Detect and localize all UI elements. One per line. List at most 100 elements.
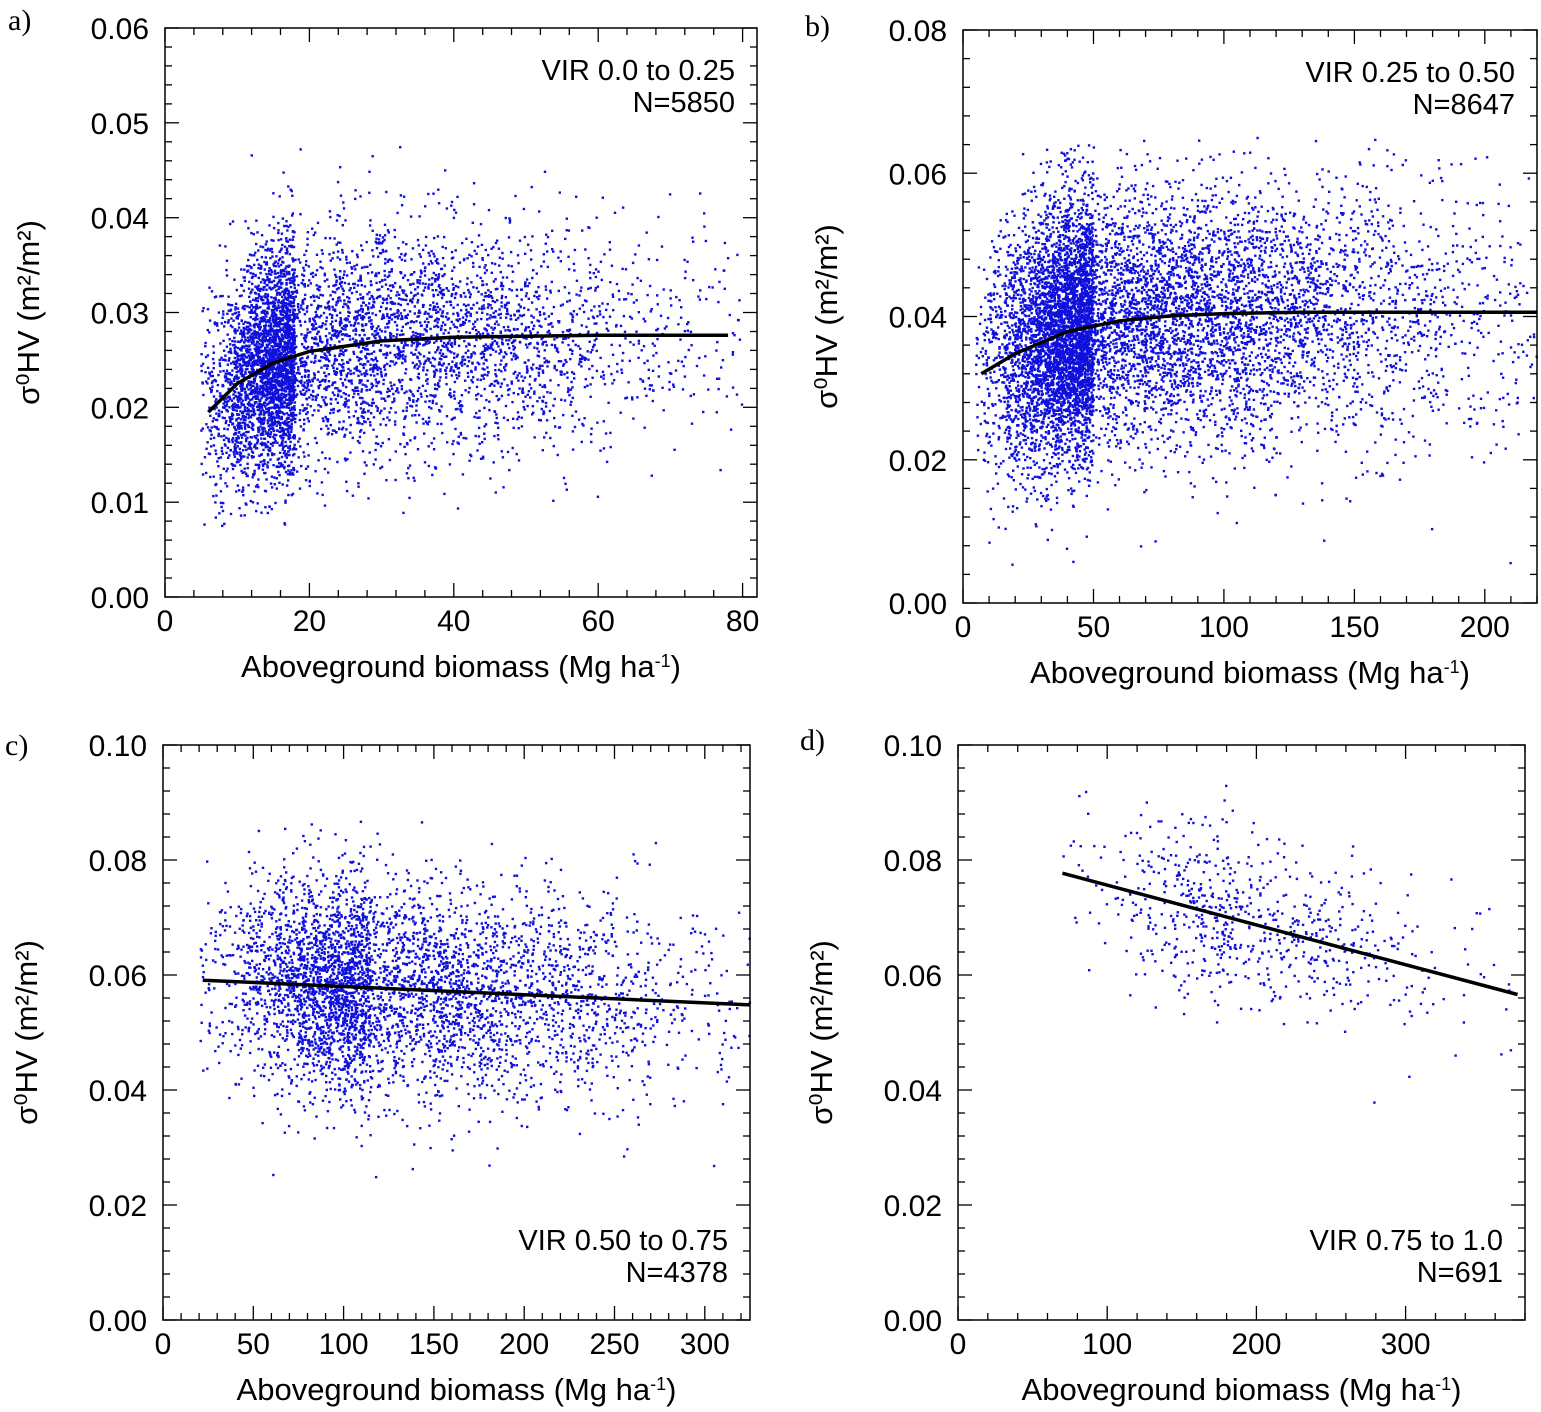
- scatter-point: [449, 392, 452, 395]
- scatter-point: [200, 429, 203, 432]
- scatter-point: [347, 394, 350, 397]
- scatter-point: [453, 296, 457, 300]
- scatter-point: [243, 268, 246, 271]
- scatter-point: [225, 378, 228, 382]
- scatter-point: [292, 371, 295, 374]
- scatter-point: [221, 524, 224, 528]
- scatter-point: [378, 280, 382, 284]
- scatter-point: [243, 276, 246, 279]
- scatter-point: [292, 347, 295, 350]
- scatter-point: [221, 406, 225, 409]
- scatter-point: [363, 265, 366, 269]
- scatter-point: [321, 493, 324, 497]
- scatter-point: [288, 424, 291, 427]
- scatter-point: [556, 350, 560, 354]
- scatter-point: [347, 300, 350, 303]
- scatter-point: [275, 293, 279, 296]
- scatter-point: [569, 403, 572, 406]
- scatter-point: [265, 240, 268, 243]
- scatter-point: [268, 338, 271, 341]
- scatter-point: [340, 369, 344, 372]
- scatter-point: [251, 311, 255, 314]
- scatter-point: [402, 291, 405, 294]
- scatter-point: [226, 467, 229, 470]
- scatter-point: [547, 315, 551, 318]
- scatter-point: [450, 418, 453, 421]
- scatter-point: [518, 314, 522, 317]
- scatter-point: [455, 355, 459, 358]
- scatter-point: [302, 345, 306, 349]
- scatter-point: [290, 469, 293, 472]
- scatter-point: [486, 306, 490, 309]
- scatter-point: [669, 297, 672, 300]
- scatter-point: [284, 386, 287, 389]
- scatter-point: [584, 378, 587, 381]
- scatter-point: [388, 419, 391, 422]
- scatter-point: [283, 349, 286, 352]
- scatter-point: [522, 313, 526, 317]
- scatter-point: [360, 323, 364, 326]
- scatter-point: [273, 311, 276, 314]
- scatter-point: [529, 396, 532, 399]
- scatter-point: [260, 511, 263, 514]
- scatter-point: [404, 355, 407, 358]
- scatter-point: [516, 310, 519, 313]
- scatter-point: [704, 239, 708, 243]
- scatter-point: [591, 364, 594, 368]
- scatter-point: [200, 462, 203, 466]
- scatter-point: [255, 345, 258, 348]
- scatter-point: [347, 410, 350, 413]
- scatter-point: [233, 356, 237, 360]
- scatter-point: [252, 473, 255, 476]
- scatter-point: [523, 306, 526, 310]
- scatter-point: [452, 216, 456, 220]
- scatter-point: [583, 299, 587, 302]
- scatter-point: [240, 411, 244, 415]
- scatter-point: [296, 393, 299, 396]
- scatter-point: [306, 284, 310, 287]
- scatter-point: [271, 305, 275, 308]
- scatter-point: [298, 319, 301, 323]
- scatter-point: [386, 288, 390, 291]
- scatter-point: [334, 387, 337, 390]
- scatter-point: [506, 384, 509, 387]
- scatter-point: [224, 482, 227, 485]
- scatter-point: [245, 347, 248, 351]
- scatter-point: [274, 304, 277, 308]
- scatter-point: [306, 305, 309, 308]
- scatter-point: [468, 296, 472, 299]
- scatter-point: [398, 293, 401, 296]
- scatter-point: [353, 392, 356, 395]
- scatter-point: [477, 392, 480, 396]
- scatter-point: [312, 318, 316, 322]
- scatter-point: [481, 311, 484, 314]
- scatter-point: [505, 312, 508, 316]
- scatter-point: [289, 337, 293, 340]
- scatter-point: [457, 435, 460, 438]
- scatter-point: [656, 337, 659, 341]
- scatter-point: [245, 361, 248, 364]
- scatter-point: [280, 434, 283, 437]
- scatter-point: [465, 308, 468, 311]
- scatter-point: [494, 369, 497, 372]
- scatter-point: [319, 383, 322, 387]
- scatter-point: [285, 412, 289, 415]
- scatter-point: [613, 211, 617, 214]
- scatter-point: [256, 387, 259, 390]
- scatter-point: [523, 283, 527, 286]
- scatter-point: [596, 421, 599, 424]
- scatter-point: [249, 355, 252, 358]
- scatter-point: [265, 288, 268, 291]
- scatter-point: [393, 344, 396, 347]
- scatter-point: [453, 397, 456, 400]
- scatter-point: [244, 372, 247, 375]
- scatter-point: [441, 311, 444, 315]
- scatter-point: [339, 318, 343, 321]
- scatter-point: [297, 371, 300, 374]
- scatter-point: [282, 393, 285, 396]
- scatter-point: [541, 400, 545, 403]
- scatter-point: [542, 260, 546, 263]
- scatter-point: [282, 376, 285, 380]
- scatter-point: [416, 301, 419, 304]
- scatter-point: [247, 413, 250, 416]
